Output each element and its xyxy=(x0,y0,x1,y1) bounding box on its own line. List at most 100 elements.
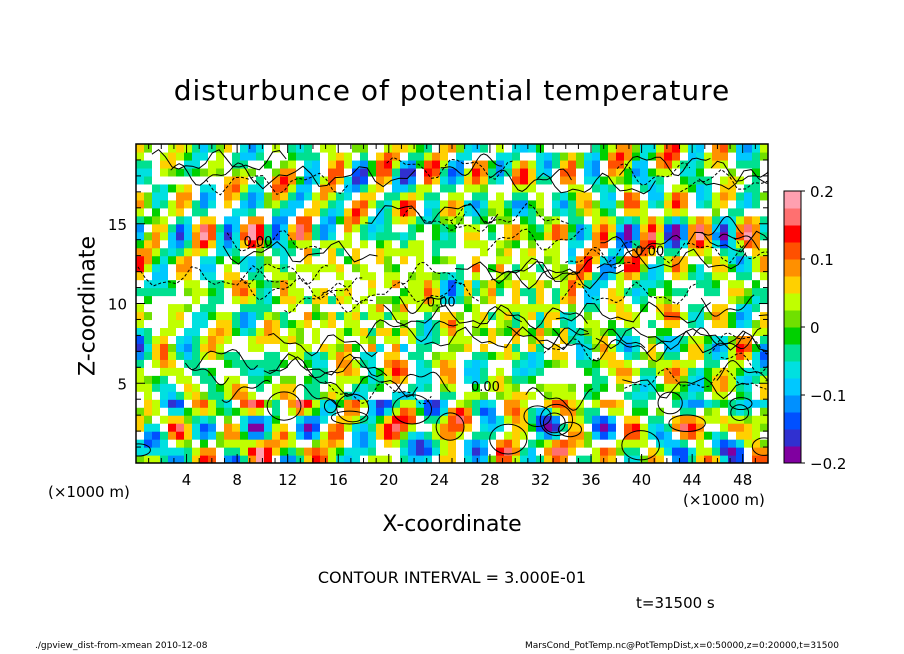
heatmap-cell xyxy=(632,407,641,416)
heatmap-cell xyxy=(368,159,377,169)
heatmap-cell xyxy=(232,247,241,257)
heatmap-cell xyxy=(224,391,233,400)
heatmap-cell xyxy=(608,415,617,424)
heatmap-cell xyxy=(216,207,225,217)
heatmap-cell xyxy=(288,375,297,384)
heatmap-cell xyxy=(712,455,721,463)
heatmap-cell xyxy=(328,167,337,177)
heatmap-cell xyxy=(752,423,761,432)
heatmap-cell xyxy=(440,263,449,273)
heatmap-cell xyxy=(352,191,361,201)
heatmap-cell xyxy=(592,151,601,161)
heatmap-cell xyxy=(248,359,257,368)
heatmap-cell xyxy=(536,159,545,169)
heatmap-cell xyxy=(232,271,241,281)
heatmap-cell xyxy=(240,311,249,321)
heatmap-cell xyxy=(376,271,385,281)
heatmap-cell xyxy=(536,375,545,384)
heatmap-cell xyxy=(552,287,561,297)
heatmap-cell xyxy=(408,375,417,384)
heatmap-cell xyxy=(176,144,185,153)
heatmap-cell xyxy=(720,207,729,217)
heatmap-cell xyxy=(608,303,617,313)
heatmap-cell xyxy=(328,351,337,360)
heatmap-cell xyxy=(384,391,393,400)
contour-line xyxy=(267,332,378,358)
heatmap-cell xyxy=(240,231,249,241)
heatmap-cell xyxy=(584,351,593,360)
heatmap-cell xyxy=(384,279,393,289)
heatmap-cell xyxy=(296,175,305,185)
heatmap-cell xyxy=(760,279,768,289)
heatmap-cell xyxy=(272,383,281,392)
heatmap-cell xyxy=(672,455,681,463)
heatmap-cell xyxy=(528,343,537,352)
heatmap-cell xyxy=(360,383,369,392)
heatmap-cell xyxy=(648,271,657,281)
heatmap-cell xyxy=(608,383,617,392)
heatmap-cell xyxy=(624,175,633,185)
heatmap-cell xyxy=(168,199,177,209)
heatmap-cell xyxy=(456,399,465,408)
heatmap-cell xyxy=(352,447,361,456)
heatmap-cell xyxy=(368,383,377,392)
heatmap-cell xyxy=(368,271,377,281)
heatmap-cell xyxy=(512,391,521,400)
heatmap-cell xyxy=(424,247,433,257)
heatmap-cell xyxy=(440,439,449,448)
heatmap-cell xyxy=(504,303,513,313)
heatmap-cell xyxy=(352,255,361,265)
heatmap-cell xyxy=(192,407,201,416)
heatmap-cell xyxy=(400,359,409,368)
heatmap-cell xyxy=(560,455,569,463)
heatmap-cell xyxy=(336,303,345,313)
heatmap-cell xyxy=(256,343,265,352)
contour-line xyxy=(392,371,451,394)
heatmap-cell xyxy=(608,223,617,233)
heatmap-cell xyxy=(664,303,673,313)
heatmap-cell xyxy=(160,255,169,265)
heatmap-cell xyxy=(600,455,609,463)
heatmap-cell xyxy=(688,279,697,289)
heatmap-cell xyxy=(160,327,169,336)
heatmap-cell xyxy=(616,455,625,463)
heatmap-cell xyxy=(200,303,209,313)
heatmap-cell xyxy=(256,399,265,408)
heatmap-cell xyxy=(392,327,401,336)
heatmap-cell xyxy=(144,151,153,161)
heatmap-cell xyxy=(472,223,481,233)
heatmap-cell xyxy=(328,199,337,209)
heatmap-cell xyxy=(184,295,193,305)
heatmap-cell xyxy=(480,207,489,217)
heatmap-cell xyxy=(728,231,737,241)
heatmap-cell xyxy=(760,144,768,153)
heatmap-cell xyxy=(592,423,601,432)
heatmap-cell xyxy=(184,383,193,392)
heatmap-cell xyxy=(624,279,633,289)
heatmap-cell xyxy=(632,399,641,408)
heatmap-cell xyxy=(504,319,513,329)
heatmap-cell xyxy=(568,239,577,249)
heatmap-cell xyxy=(648,367,657,376)
heatmap-cell xyxy=(496,144,505,153)
heatmap-cell xyxy=(304,367,313,376)
heatmap-cell xyxy=(344,383,353,392)
heatmap-cell xyxy=(560,239,569,249)
heatmap-cell xyxy=(416,167,425,177)
heatmap-cell xyxy=(456,335,465,344)
heatmap-cell xyxy=(336,439,345,448)
heatmap-cell xyxy=(368,415,377,424)
heatmap-cell xyxy=(288,407,297,416)
heatmap-cell xyxy=(448,199,457,209)
heatmap-cell xyxy=(200,375,209,384)
heatmap-cell xyxy=(712,319,721,329)
heatmap-cell xyxy=(696,351,705,360)
heatmap-cell xyxy=(680,431,689,440)
heatmap-cell xyxy=(144,447,153,456)
heatmap-cell xyxy=(584,367,593,376)
heatmap-cell xyxy=(192,279,201,289)
heatmap-cell xyxy=(632,367,641,376)
heatmap-cell xyxy=(136,415,145,424)
heatmap-cell xyxy=(328,287,337,297)
